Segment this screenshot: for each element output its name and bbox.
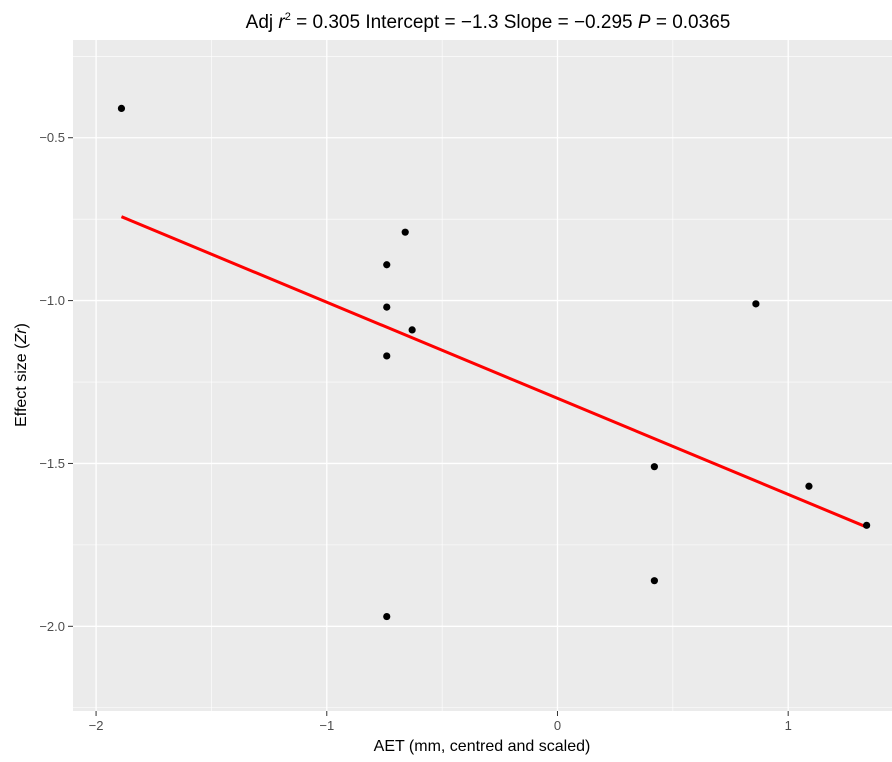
x-tick-label: −1 [319, 718, 334, 733]
data-point [650, 577, 658, 585]
x-tick-label: 1 [785, 718, 792, 733]
title-r: r [278, 12, 285, 33]
x-tick-label: −2 [89, 718, 104, 733]
y-tick-label: −1.5 [39, 456, 65, 471]
title-stats: = 0.305 Intercept = −1.3 Slope = −0.295 [291, 12, 638, 33]
y-tick-label: −2.0 [39, 619, 65, 634]
regression-line [120, 215, 868, 529]
chart-title: Adj r2 = 0.305 Intercept = −1.3 Slope = … [246, 11, 731, 33]
data-point [383, 612, 391, 621]
data-point [650, 463, 658, 471]
x-axis-ticks: −2 −1 0 1 [89, 711, 792, 733]
data-point [383, 352, 391, 360]
x-tick-label: 0 [554, 718, 561, 733]
x-axis-title: AET (mm, centred and scaled) [374, 738, 591, 755]
data-point [408, 326, 416, 334]
y-title-zr: Zr [13, 328, 30, 345]
plot-panel [73, 40, 892, 711]
data-point [805, 482, 813, 490]
grid-major [73, 40, 892, 711]
data-point [752, 300, 760, 308]
title-adj: Adj [246, 12, 279, 33]
data-points [117, 104, 871, 621]
grid-minor [73, 40, 892, 711]
data-point [401, 228, 409, 236]
data-point [383, 303, 391, 311]
data-point [383, 261, 391, 269]
y-axis-ticks: −0.5 −1.0 −1.5 −2.0 [39, 130, 73, 634]
title-p: P [638, 12, 651, 33]
title-p-value: = 0.0365 [651, 12, 731, 33]
title-r-sup: 2 [285, 11, 291, 23]
y-axis-title: Effect size (Zr) [13, 323, 30, 427]
y-title-pre: Effect size ( [13, 343, 30, 427]
y-tick-label: −0.5 [39, 130, 65, 145]
data-point [117, 104, 126, 113]
data-point [863, 521, 871, 529]
y-title-post: ) [13, 323, 30, 328]
y-tick-label: −1.0 [39, 293, 65, 308]
